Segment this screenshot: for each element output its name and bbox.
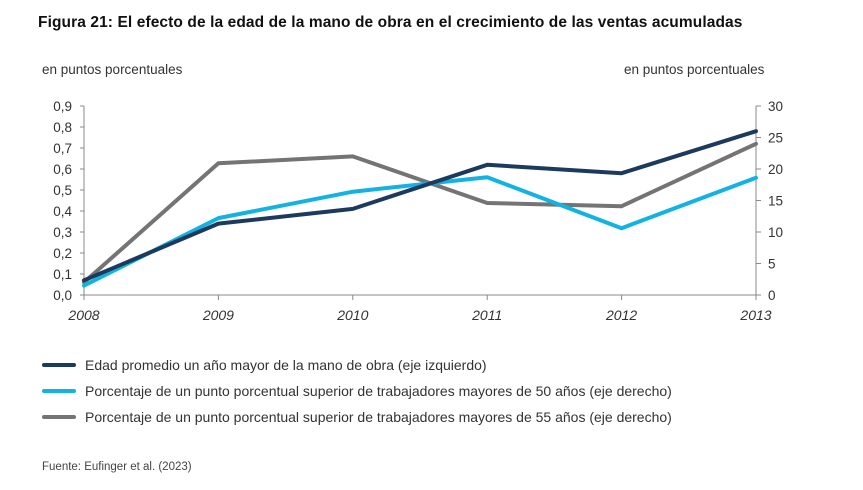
left-tick-label: 0,7 [53,141,72,156]
legend-swatch-over-55 [42,415,76,419]
left-tick-label: 0,2 [53,246,72,261]
right-tick-label: 5 [768,257,776,272]
left-tick-label: 0,4 [53,204,72,219]
x-tick-label: 2008 [67,307,99,323]
right-tick-label: 10 [768,225,783,240]
x-tick-label: 2011 [471,307,502,323]
legend-swatch-age [42,363,76,367]
line-chart: 0,0 0,1 0,2 0,3 0,4 0,5 0,6 0,7 0,8 0,9 0 5 10 15 20 25… [53,99,783,323]
left-tick-label: 0,3 [53,225,72,240]
left-axis-label: en puntos porcentuales [42,62,183,77]
left-tick-label: 0,6 [53,162,72,177]
left-tick-label: 0,1 [53,267,72,282]
legend-swatch-over-50 [42,389,76,393]
legend-label-over-55: Porcentaje de un punto porcentual superi… [85,409,672,425]
legend: Edad promedio un año mayor de la mano de… [42,352,672,430]
series-line-age [82,129,758,283]
right-axis-label: en puntos porcentuales [624,62,765,77]
source-note: Fuente: Eufinger et al. (2023) [42,461,192,473]
left-tick-label: 0,8 [53,120,72,135]
x-tick-label: 2010 [336,307,368,323]
x-tick-label: 2013 [739,307,771,323]
left-tick-label: 0,0 [53,288,72,303]
legend-label-over-50: Porcentaje de un punto porcentual superi… [85,383,672,399]
series-line-over-55 [82,141,758,285]
left-tick-label: 0,9 [53,99,72,114]
right-tick-label: 30 [768,99,783,114]
x-tick-label: 2009 [202,307,234,323]
x-tick-label: 2012 [605,307,637,323]
legend-item-over-50: Porcentaje de un punto porcentual superi… [42,378,672,404]
legend-item-age: Edad promedio un año mayor de la mano de… [42,352,672,378]
right-tick-label: 20 [768,162,783,177]
legend-item-over-55: Porcentaje de un punto porcentual superi… [42,404,672,430]
legend-label-age: Edad promedio un año mayor de la mano de… [85,357,487,373]
left-tick-label: 0,5 [53,183,72,198]
series-line-over-50 [82,175,758,288]
right-tick-label: 25 [768,131,783,146]
right-tick-label: 0 [768,288,776,303]
chart-title: Figura 21: El efecto de la edad de la ma… [38,14,743,31]
right-tick-label: 15 [768,194,783,209]
